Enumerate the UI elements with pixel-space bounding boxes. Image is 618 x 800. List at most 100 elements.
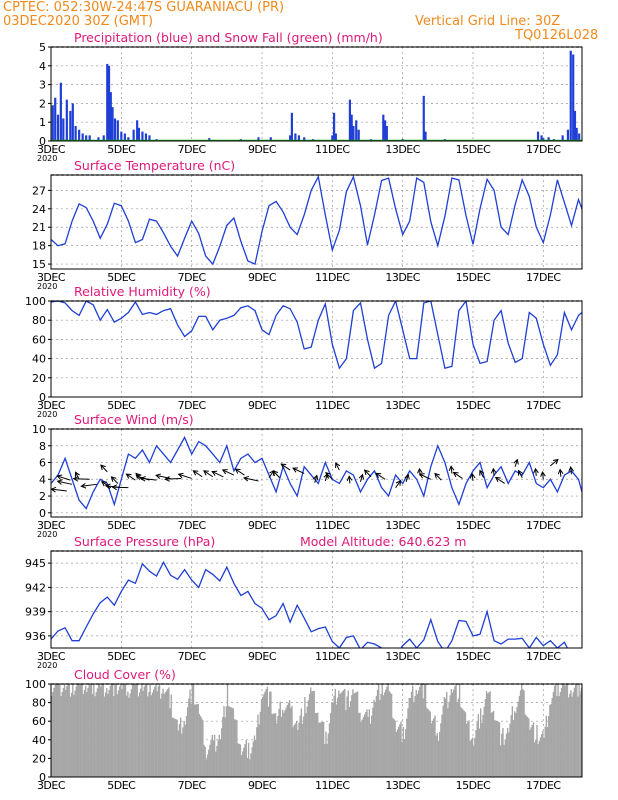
- cloud-bar: [222, 717, 224, 777]
- cloud-bar: [205, 759, 208, 777]
- cloud-bar: [267, 706, 270, 777]
- cloud-bar: [416, 694, 419, 777]
- precip-bar: [422, 95, 425, 141]
- cloud-bar: [329, 712, 332, 777]
- cloud-bar: [546, 727, 549, 777]
- cloud-bar: [322, 721, 325, 777]
- x-tick-label: 3DEC: [37, 399, 66, 412]
- x-tick-label: 17DEC: [526, 779, 561, 792]
- cloud-bar: [212, 740, 215, 777]
- cloud-bar: [435, 735, 437, 777]
- cloud-bar: [422, 698, 424, 777]
- cloud-bar: [90, 684, 93, 777]
- cloud-bar: [549, 704, 551, 777]
- cloud-bar: [496, 721, 498, 777]
- cloud-bar: [355, 692, 358, 777]
- wind-vector: [495, 477, 505, 484]
- wind-vector: [395, 480, 401, 488]
- y-tick-label: 0: [39, 135, 46, 148]
- wind-vector: [211, 471, 224, 478]
- panel-data: [51, 175, 582, 266]
- cloud-bar: [117, 690, 120, 777]
- panel-title: Surface Pressure (hPa): [74, 534, 215, 549]
- cloud-bar: [70, 692, 73, 777]
- panel-data: [51, 301, 582, 370]
- cloud-bar: [155, 684, 157, 777]
- wind-vector: [165, 477, 182, 480]
- cloud-bar: [339, 694, 341, 777]
- cloud-bar: [104, 692, 107, 777]
- cloud-bar: [229, 706, 231, 777]
- wind-arrowhead: [358, 473, 365, 480]
- cloud-bar: [548, 715, 550, 777]
- cloud-bar: [424, 684, 427, 777]
- cloud-bar: [487, 693, 489, 777]
- precip-bar: [141, 131, 144, 141]
- cloud-bar: [381, 684, 383, 777]
- cloud-bar: [225, 706, 228, 777]
- cloud-bar: [158, 684, 161, 777]
- cloud-bar: [358, 713, 360, 777]
- cloud-bar: [100, 686, 102, 777]
- cloud-bar: [230, 707, 232, 777]
- x-tick-label: 13DEC: [385, 519, 420, 532]
- cloud-bar: [66, 686, 68, 777]
- cloud-bar: [553, 685, 556, 777]
- x-tick-label: 3DEC: [37, 143, 66, 156]
- precip-bar: [54, 97, 57, 141]
- cloud-bar: [107, 694, 109, 777]
- cloud-bar: [564, 685, 566, 777]
- cloud-bar: [69, 696, 72, 777]
- cloud-bar: [124, 684, 127, 777]
- cloud-bar: [382, 695, 385, 777]
- cloud-bar: [525, 715, 528, 777]
- cloud-bar: [335, 704, 338, 777]
- cloud-bar: [252, 741, 254, 777]
- wind-arrowhead: [533, 467, 539, 474]
- cloud-bar: [406, 718, 408, 777]
- cloud-bar: [455, 684, 457, 777]
- x-tick-label: 5DEC: [107, 519, 136, 532]
- cloud-bar: [490, 712, 492, 777]
- wind-vector: [243, 477, 259, 482]
- cloud-bar: [84, 685, 87, 777]
- header-location: CPTEC: 052:30W-24:47S GUARANIACU (PR): [3, 0, 285, 15]
- x-tick-label: 11DEC: [315, 650, 350, 663]
- cloud-bar: [232, 708, 235, 777]
- precip-bar: [111, 107, 114, 141]
- cloud-bar: [152, 689, 155, 777]
- precip-bar: [257, 137, 260, 141]
- cloud-bar: [305, 713, 307, 777]
- cloud-bar: [291, 706, 293, 777]
- precip-bar: [383, 120, 387, 141]
- cloud-bar: [266, 686, 269, 777]
- wind-arrowhead: [418, 473, 425, 479]
- cloud-bar: [386, 686, 388, 777]
- precip-bar: [350, 114, 353, 141]
- cloud-bar: [126, 695, 128, 777]
- panel-6: Cloud Cover (%) 0 20 40 60 80 100 3DEC 5DEC 7DEC 9…: [25, 667, 583, 792]
- cloud-bar: [448, 701, 450, 777]
- cloud-bar: [220, 728, 223, 777]
- precip-bar: [269, 137, 272, 141]
- cloud-bar: [51, 696, 53, 777]
- cloud-bar: [293, 725, 296, 777]
- wind-vector: [100, 464, 108, 473]
- cloud-bar: [83, 689, 86, 777]
- wind-arrowhead: [203, 470, 209, 476]
- cloud-bar: [192, 684, 195, 777]
- wind-vector: [550, 459, 559, 467]
- wind-vector: [222, 469, 235, 476]
- x-tick-label: 7DEC: [178, 143, 207, 156]
- cloud-bar: [150, 695, 153, 777]
- wind-arrowhead: [479, 469, 485, 476]
- cloud-bar: [315, 712, 318, 777]
- cloud-bar: [510, 715, 512, 777]
- wind-arrowhead: [363, 469, 370, 476]
- cloud-bar: [215, 751, 217, 777]
- cloud-bar: [198, 713, 201, 777]
- cloud-bar: [429, 711, 431, 777]
- wind-arrowhead: [568, 466, 574, 472]
- cloud-bar: [120, 684, 122, 777]
- cloud-bar: [555, 684, 557, 777]
